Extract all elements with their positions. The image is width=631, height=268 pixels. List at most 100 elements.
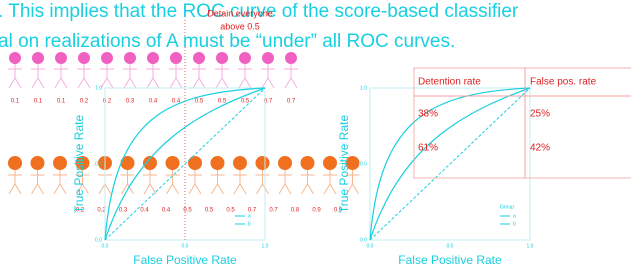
annotation: Detain everyone	[207, 8, 273, 18]
x-axis-label: False Positive Rate	[398, 253, 502, 267]
y-tick-label: 0.5	[95, 161, 102, 167]
diagonal	[370, 88, 530, 240]
y-tick-label: 1.0	[360, 85, 367, 91]
y-tick-label: 0.0	[360, 237, 367, 243]
person-icon	[261, 52, 275, 88]
person-body	[53, 170, 67, 194]
person-body	[278, 170, 292, 194]
person-icon	[143, 156, 157, 194]
score-label: 0.1	[11, 99, 20, 105]
score-label: 0.7	[287, 99, 296, 105]
person-head	[216, 52, 228, 64]
person-icon	[31, 52, 45, 88]
score-label: 0.5	[226, 208, 235, 214]
table-header: Detention rate	[418, 77, 481, 88]
person-head	[285, 52, 297, 64]
person-icon	[146, 52, 160, 88]
person-head	[233, 156, 247, 170]
x-tick-label: 1.0	[527, 243, 534, 249]
person-icon	[233, 156, 247, 194]
person-icon	[8, 52, 22, 88]
table-cell: 25%	[530, 109, 550, 120]
x-tick-label: 0.0	[102, 243, 109, 249]
person-head	[323, 156, 337, 170]
person-body	[233, 170, 247, 194]
score-label: 0.7	[269, 208, 278, 214]
person-icon	[31, 156, 45, 194]
person-body	[215, 64, 229, 88]
person-body	[8, 64, 22, 88]
person-icon	[169, 52, 183, 88]
x-axis-label: False Positive Rate	[133, 253, 237, 267]
person-icon	[284, 52, 298, 88]
person-head	[211, 156, 225, 170]
person-head	[121, 156, 135, 170]
x-tick-label: 0.5	[447, 243, 454, 249]
person-body	[166, 170, 180, 194]
y-axis-label: True Positive Rate	[72, 115, 86, 214]
person-body	[54, 64, 68, 88]
person-head	[8, 156, 22, 170]
body-text: al on realizations of A must be “under” …	[0, 31, 455, 52]
table-cell: 61%	[418, 143, 438, 154]
person-body	[261, 64, 275, 88]
score-label: 0.5	[195, 99, 204, 105]
person-head	[170, 52, 182, 64]
person-icon	[301, 156, 315, 194]
score-label: 0.5	[205, 208, 214, 214]
person-icon	[238, 52, 252, 88]
person-body	[301, 170, 315, 194]
y-tick-label: 0.5	[360, 161, 367, 167]
person-head	[262, 52, 274, 64]
person-body	[77, 64, 91, 88]
person-body	[192, 64, 206, 88]
score-label: 0.4	[140, 208, 149, 214]
person-head	[55, 52, 67, 64]
person-body	[284, 64, 298, 88]
score-label: 0.4	[149, 99, 158, 105]
score-label: 0.9	[312, 208, 321, 214]
score-label: 0.4	[162, 208, 171, 214]
person-icon	[188, 156, 202, 194]
y-tick-label: 1.0	[95, 85, 102, 91]
person-body	[256, 170, 270, 194]
person-head	[32, 52, 44, 64]
person-body	[143, 170, 157, 194]
legend-label: b	[248, 221, 251, 227]
legend-label: a	[248, 213, 251, 219]
person-icon	[77, 52, 91, 88]
person-head	[101, 52, 113, 64]
legend-label: b	[513, 221, 516, 227]
person-head	[9, 52, 21, 64]
person-icon	[278, 156, 292, 194]
y-tick-label: 0.0	[95, 237, 102, 243]
person-head	[278, 156, 292, 170]
person-body	[123, 64, 137, 88]
score-label: 0.8	[291, 208, 300, 214]
person-icon	[192, 52, 206, 88]
person-head	[166, 156, 180, 170]
person-body	[323, 170, 337, 194]
table-cell: 42%	[530, 143, 550, 154]
person-icon	[123, 52, 137, 88]
table-header: False pos. rate	[530, 77, 597, 88]
person-head	[124, 52, 136, 64]
person-head	[256, 156, 270, 170]
x-tick-label: 1.0	[262, 243, 269, 249]
person-head	[78, 52, 90, 64]
person-icon	[323, 156, 337, 194]
score-label: 0.1	[34, 99, 43, 105]
person-icon	[8, 156, 22, 194]
legend-title: Group	[500, 204, 514, 210]
slide: 0.90.90.80.70.70.50.50.50.40.40.30.20.20…	[0, 0, 631, 268]
table-cell: 38%	[418, 109, 438, 120]
person-body	[238, 64, 252, 88]
person-body	[146, 64, 160, 88]
person-icon	[211, 156, 225, 194]
x-tick-label: 0.0	[367, 243, 374, 249]
y-axis-label: True Positive Rate	[337, 115, 351, 214]
score-label: 0.3	[126, 99, 135, 105]
legend-label: a	[513, 213, 516, 219]
person-icon	[53, 156, 67, 194]
person-icon	[166, 156, 180, 194]
